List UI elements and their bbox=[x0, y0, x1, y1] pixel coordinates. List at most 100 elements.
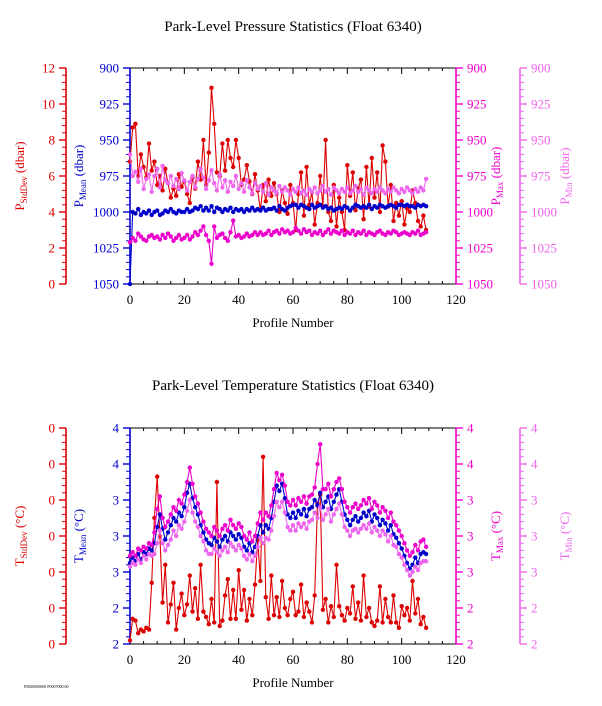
data-point-stddev bbox=[155, 474, 160, 479]
y-axis-label-min: TMin (°C) bbox=[557, 512, 574, 561]
y-tick-label-max: 3 bbox=[467, 529, 474, 544]
y-tick-label-min: 4 bbox=[531, 421, 538, 436]
data-point-stddev bbox=[320, 607, 326, 612]
data-point-min bbox=[258, 535, 263, 540]
data-point-max bbox=[388, 510, 393, 515]
data-point-max bbox=[198, 510, 203, 515]
data-point-stddev bbox=[187, 200, 192, 206]
data-point-stddev bbox=[225, 577, 230, 582]
data-point-max bbox=[288, 503, 293, 508]
y-axis-label-min: PMin (dbar) bbox=[557, 147, 574, 204]
data-point-mean bbox=[364, 514, 369, 519]
y-tick-label-min: 4 bbox=[531, 457, 538, 472]
data-point-min bbox=[402, 562, 407, 567]
data-point-min bbox=[274, 499, 279, 504]
y-tick-label-max: 975 bbox=[467, 169, 487, 184]
data-point-max bbox=[160, 515, 165, 521]
data-point-max bbox=[174, 508, 179, 513]
data-point-max bbox=[274, 228, 279, 233]
y-tick-label-stddev: 0 bbox=[49, 277, 56, 292]
y-tick-label-max: 1000 bbox=[467, 205, 493, 220]
x-tick-label: 120 bbox=[446, 652, 466, 667]
data-point-max bbox=[157, 494, 163, 499]
data-point-stddev bbox=[415, 218, 421, 224]
data-point-mean bbox=[179, 514, 184, 519]
data-point-stddev bbox=[198, 562, 203, 567]
data-point-mean bbox=[260, 205, 266, 210]
data-point-max bbox=[171, 238, 176, 243]
data-point-min bbox=[231, 544, 236, 549]
x-tick-label: 100 bbox=[392, 652, 412, 667]
data-point-min bbox=[290, 186, 296, 192]
y-tick-label-stddev: 0 bbox=[49, 457, 56, 472]
data-point-stddev bbox=[214, 479, 220, 485]
data-point-mean bbox=[296, 508, 301, 513]
y-tick-label-min: 3 bbox=[531, 565, 538, 580]
data-point-max bbox=[176, 232, 182, 238]
data-point-stddev bbox=[271, 181, 277, 186]
data-point-min bbox=[157, 528, 163, 533]
data-point-mean bbox=[168, 523, 173, 528]
data-point-min bbox=[155, 166, 160, 171]
data-point-stddev bbox=[345, 605, 350, 611]
data-point-max bbox=[377, 510, 383, 515]
data-point-max bbox=[201, 224, 206, 229]
y-tick-label-min: 950 bbox=[531, 133, 551, 148]
data-point-min bbox=[380, 188, 385, 193]
data-point-max bbox=[377, 228, 383, 233]
data-point-min bbox=[366, 188, 372, 193]
data-point-mean bbox=[301, 506, 307, 512]
data-point-mean bbox=[209, 204, 214, 209]
data-point-max bbox=[247, 530, 252, 535]
data-point-stddev bbox=[421, 213, 426, 218]
data-point-min bbox=[421, 188, 426, 193]
data-point-max bbox=[353, 501, 358, 506]
data-point-min bbox=[356, 189, 361, 194]
data-point-min bbox=[396, 191, 402, 196]
y-axis-label-max: PMax (dbar) bbox=[488, 147, 505, 206]
data-point-mean bbox=[323, 499, 328, 504]
data-point-max bbox=[385, 515, 391, 521]
y-tick-label-max: 900 bbox=[467, 61, 487, 76]
data-point-stddev bbox=[171, 580, 176, 585]
y-tick-label-max: 2 bbox=[467, 637, 474, 652]
data-point-min bbox=[171, 183, 176, 189]
data-point-stddev bbox=[318, 173, 323, 179]
data-point-mean bbox=[174, 211, 179, 216]
data-point-stddev bbox=[290, 589, 296, 594]
data-point-stddev bbox=[413, 611, 418, 616]
data-point-max bbox=[366, 496, 372, 501]
series-line-max bbox=[129, 444, 427, 557]
data-point-min bbox=[127, 564, 133, 569]
data-point-mean bbox=[201, 208, 206, 213]
data-point-max bbox=[250, 232, 255, 238]
data-point-max bbox=[298, 231, 304, 236]
data-point-min bbox=[347, 533, 353, 539]
data-point-max bbox=[138, 234, 144, 239]
data-point-min bbox=[342, 524, 347, 530]
y-tick-label-max: 925 bbox=[467, 97, 487, 112]
data-point-stddev bbox=[130, 125, 135, 130]
y-tick-label-mean: 925 bbox=[100, 97, 120, 112]
data-point-min bbox=[206, 178, 211, 183]
y-tick-label-min: 3 bbox=[531, 493, 538, 508]
data-point-stddev bbox=[174, 193, 179, 198]
data-point-max bbox=[214, 235, 220, 241]
data-point-min bbox=[239, 181, 244, 186]
data-point-min bbox=[323, 189, 328, 194]
data-point-max bbox=[193, 494, 198, 499]
data-point-max bbox=[301, 494, 307, 499]
data-point-min bbox=[195, 176, 201, 182]
data-point-min bbox=[220, 548, 225, 553]
data-point-min bbox=[269, 185, 274, 190]
data-point-min bbox=[296, 521, 301, 526]
data-point-mean bbox=[377, 523, 383, 528]
y-tick-label-stddev: 2 bbox=[49, 241, 56, 256]
data-point-min bbox=[318, 188, 323, 193]
data-point-min bbox=[279, 499, 285, 504]
data-point-min bbox=[282, 185, 288, 190]
data-point-min bbox=[318, 505, 323, 510]
x-tick-label: 20 bbox=[178, 652, 191, 667]
data-point-stddev bbox=[212, 121, 217, 127]
data-point-mean bbox=[149, 548, 154, 553]
